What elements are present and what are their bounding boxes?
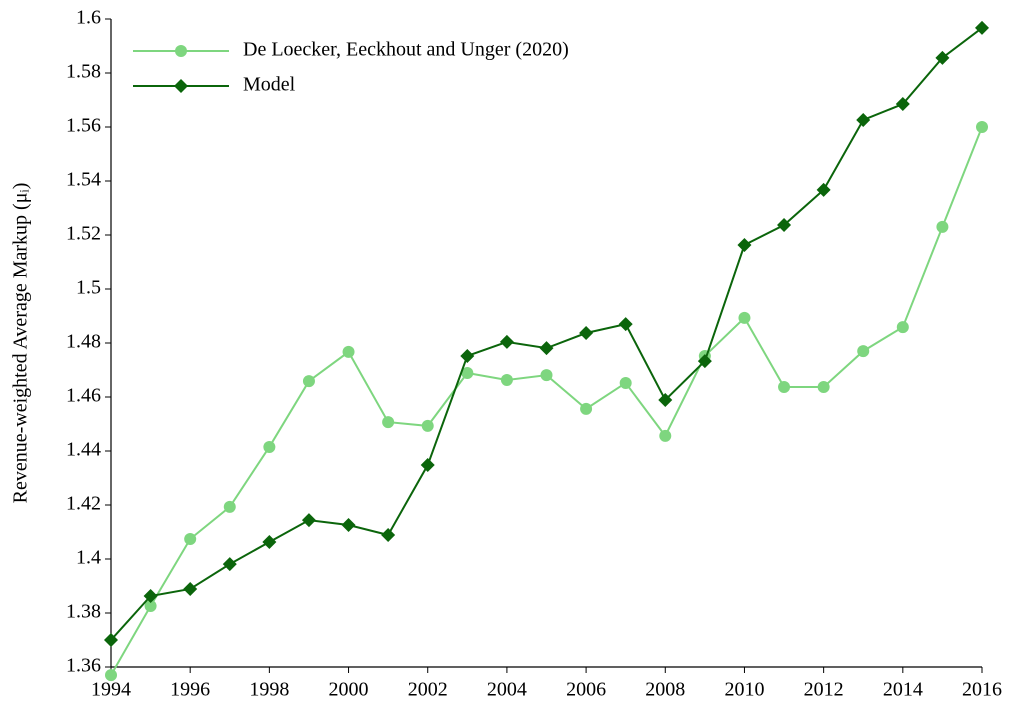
- data-point: [421, 419, 434, 432]
- data-point: [856, 112, 871, 127]
- data-point: [777, 218, 792, 233]
- x-tick-label: 1996: [170, 679, 210, 701]
- x-tick-label: 2010: [724, 679, 764, 701]
- data-point: [500, 373, 513, 386]
- data-point: [144, 599, 157, 612]
- data-point: [223, 500, 236, 513]
- legend-marker: [174, 79, 188, 93]
- data-point: [183, 581, 198, 596]
- data-point: [976, 121, 988, 133]
- data-point: [461, 366, 474, 379]
- x-tick-label: 1994: [91, 679, 131, 701]
- data-point: [184, 533, 197, 546]
- data-point: [342, 345, 355, 358]
- y-tick-label: 1.56: [66, 115, 101, 137]
- data-point: [778, 381, 791, 394]
- y-tick-label: 1.4: [76, 547, 101, 569]
- data-point: [381, 527, 396, 542]
- data-point: [420, 458, 435, 473]
- data-point: [857, 345, 870, 358]
- legend-label: De Loecker, Eeckhout and Unger (2020): [243, 39, 569, 61]
- x-tick-label: 2002: [408, 679, 448, 701]
- y-tick-label: 1.42: [66, 493, 101, 515]
- data-point: [499, 334, 514, 349]
- y-tick-label: 1.52: [66, 223, 101, 245]
- x-tick-label: 2004: [487, 679, 527, 701]
- data-point: [697, 354, 712, 369]
- data-point: [143, 588, 158, 603]
- data-point: [460, 348, 475, 363]
- data-point: [539, 341, 554, 356]
- data-point: [738, 311, 751, 324]
- data-point: [580, 402, 593, 415]
- x-tick-label: 2008: [645, 679, 685, 701]
- data-point: [302, 375, 315, 388]
- x-tick-label: 1998: [249, 679, 289, 701]
- x-tick-label: 2000: [329, 679, 369, 701]
- data-point: [896, 321, 909, 334]
- y-tick-label: 1.58: [66, 61, 101, 83]
- legend-marker: [175, 45, 187, 57]
- x-tick-label: 2006: [566, 679, 606, 701]
- y-tick-label: 1.36: [66, 655, 101, 677]
- data-point: [382, 416, 395, 429]
- data-point: [104, 633, 118, 647]
- x-tick-label: 2014: [883, 679, 923, 701]
- y-tick-label: 1.48: [66, 331, 101, 353]
- data-point: [737, 237, 752, 252]
- data-point: [658, 392, 673, 407]
- data-point: [341, 517, 356, 532]
- y-tick-label: 1.38: [66, 601, 101, 623]
- series-line: [110, 126, 983, 676]
- data-point: [579, 326, 594, 341]
- data-point: [263, 440, 276, 453]
- x-tick-label: 2012: [804, 679, 844, 701]
- data-point: [262, 534, 277, 549]
- data-point: [935, 50, 950, 65]
- data-point: [301, 513, 316, 528]
- data-point: [975, 20, 989, 35]
- y-tick-label: 1.6: [76, 7, 101, 29]
- data-point: [895, 97, 910, 112]
- series-line: [110, 27, 983, 641]
- data-point: [816, 182, 831, 197]
- data-point: [618, 317, 633, 332]
- y-tick-label: 1.46: [66, 385, 101, 407]
- data-point: [540, 369, 553, 382]
- y-tick-label: 1.5: [76, 277, 101, 299]
- legend-label: Model: [243, 74, 296, 96]
- y-tick-label: 1.54: [66, 169, 101, 191]
- x-tick-label: 2016: [962, 679, 1002, 701]
- data-point: [936, 220, 949, 233]
- y-tick-label: 1.44: [66, 439, 101, 461]
- data-point: [105, 669, 117, 682]
- data-point: [222, 557, 237, 572]
- data-point: [619, 376, 632, 389]
- y-axis-label: Revenue-weighted Average Markup (μᵢ): [10, 183, 32, 504]
- data-point: [659, 429, 672, 442]
- data-point: [817, 381, 830, 394]
